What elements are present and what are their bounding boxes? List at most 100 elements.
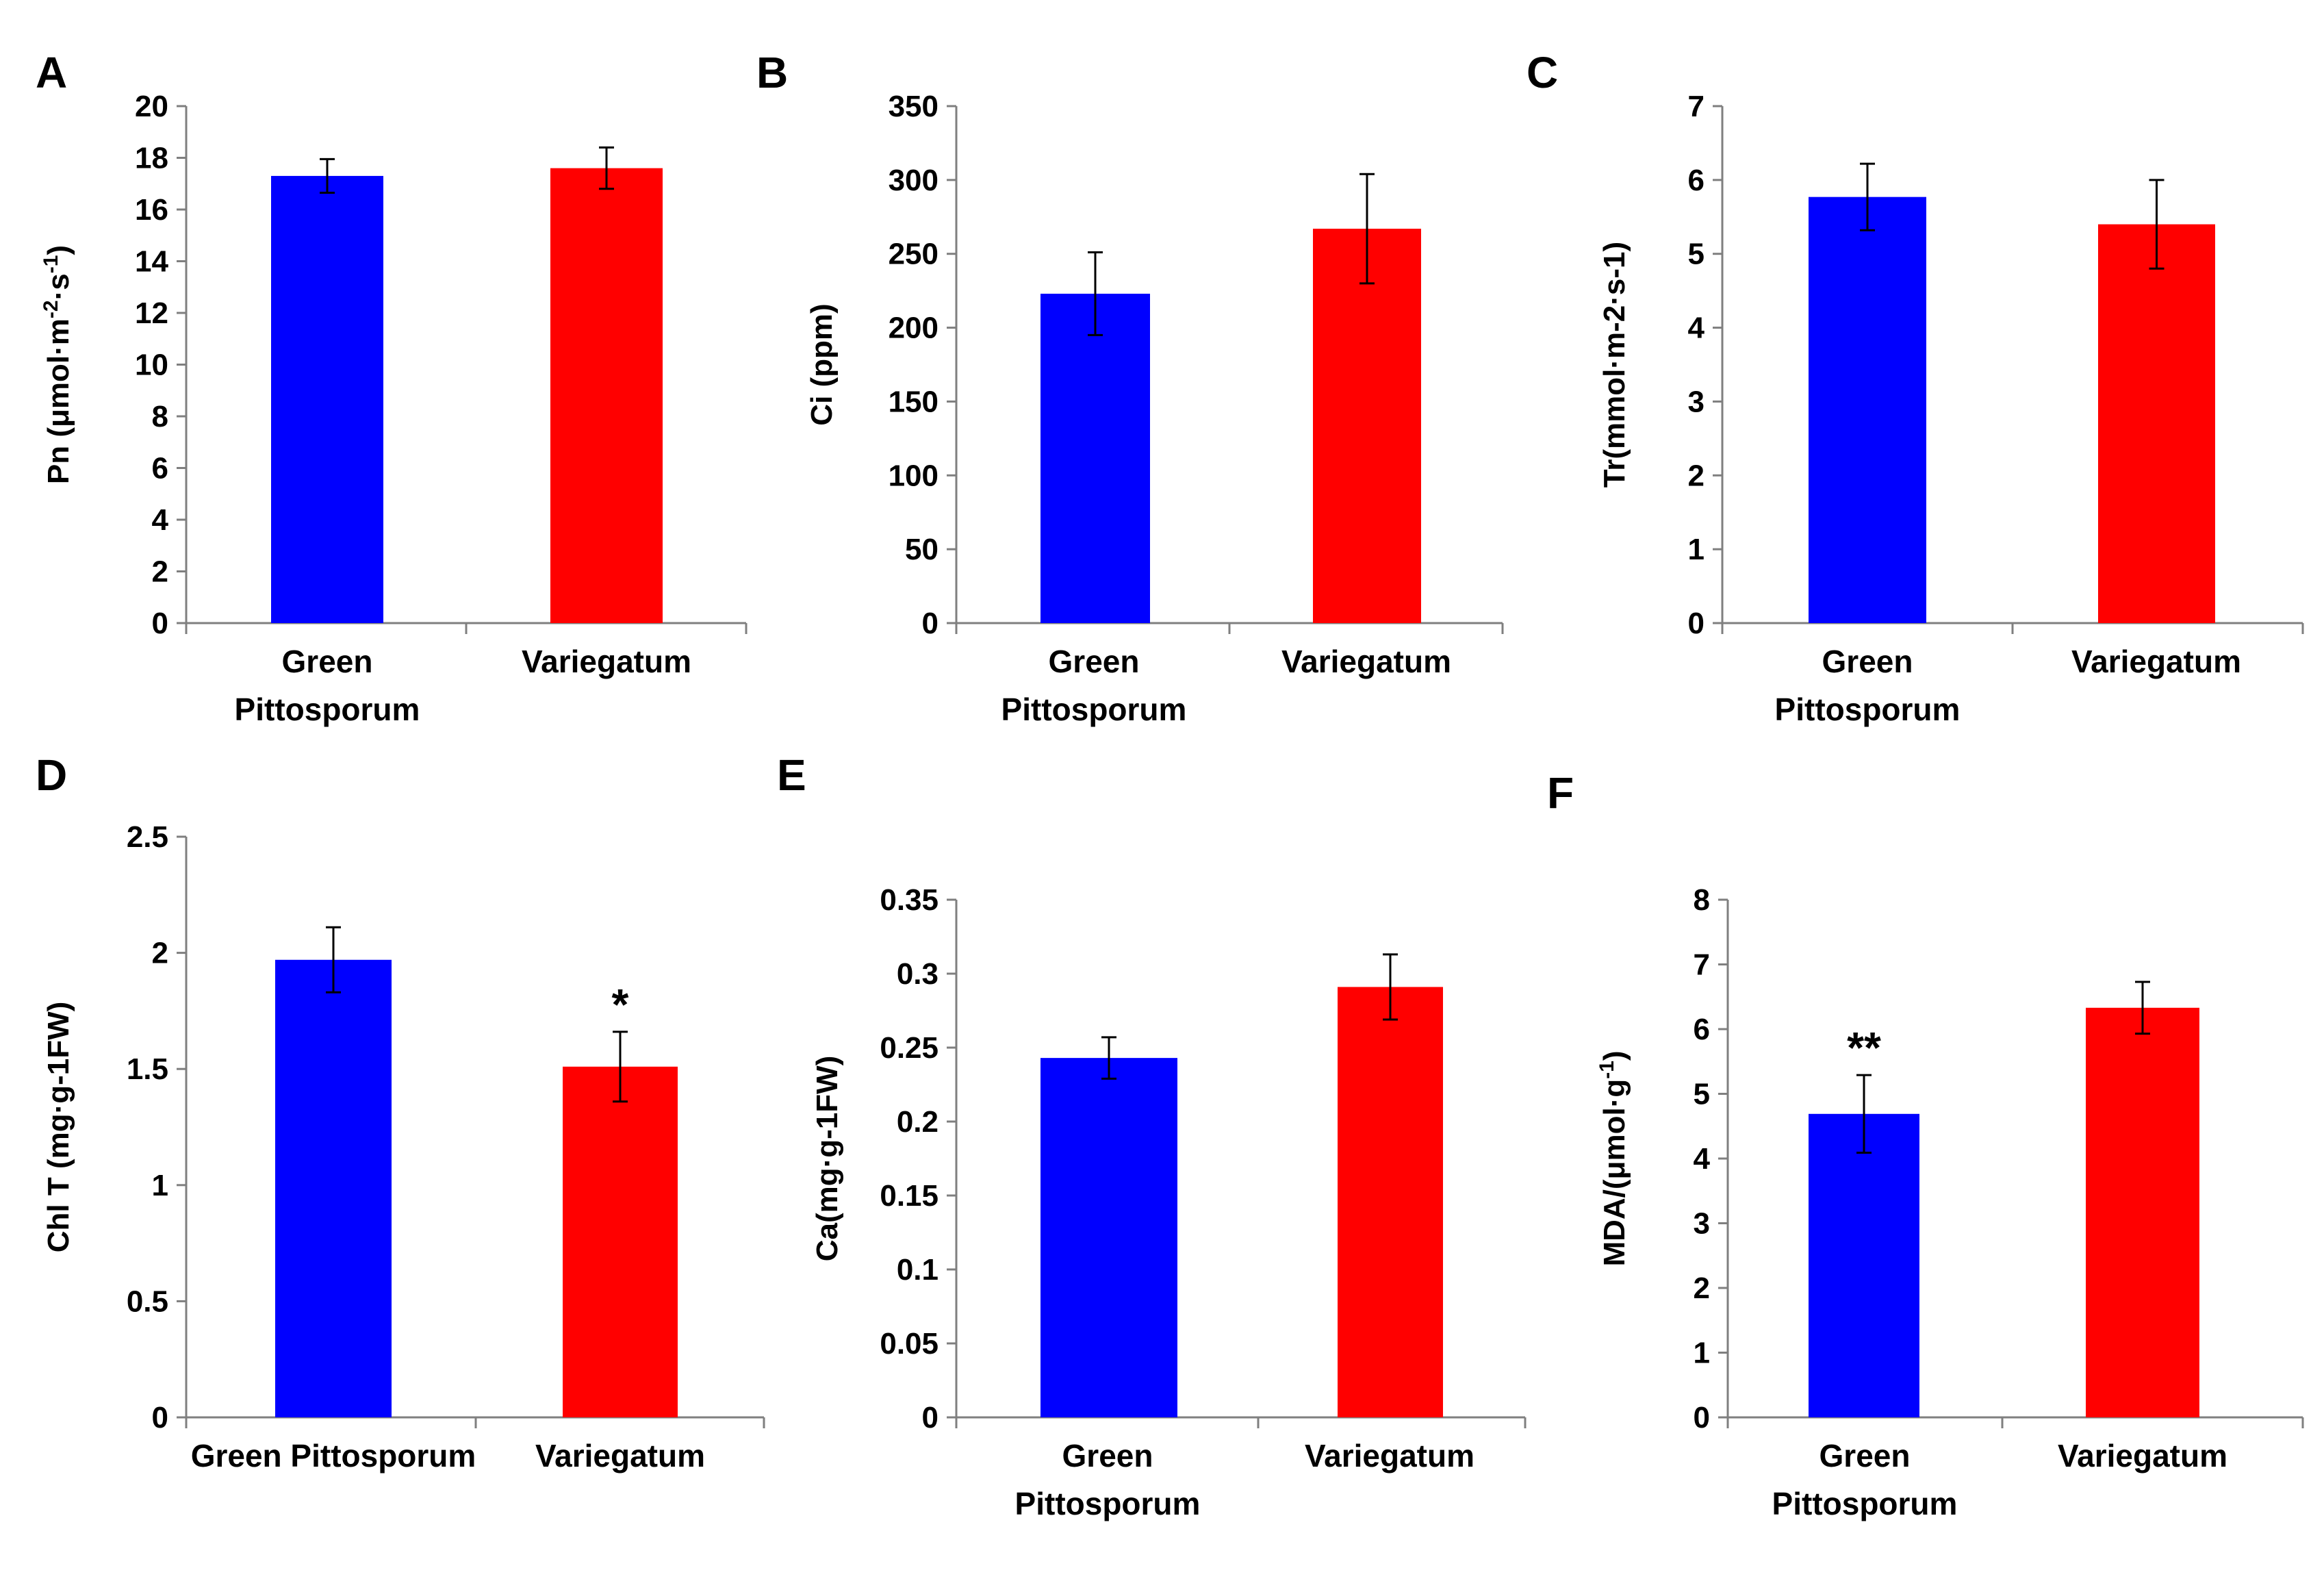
bar-variegatum [2098, 224, 2215, 624]
y-tick-label: 2 [1694, 1272, 1710, 1305]
y-axis-title: MDA/(μmol·g-1) [1596, 1050, 1632, 1266]
y-tick-label: 6 [152, 452, 168, 485]
y-axis-title-part: MDA/(μmol·g [1598, 1079, 1631, 1267]
panel-label: E [777, 750, 806, 800]
x-category-label: Green [1822, 644, 1913, 679]
bar-green-pittosporum [271, 175, 383, 623]
y-tick-label: 0.05 [880, 1327, 938, 1361]
significance-marker: * [612, 980, 629, 1029]
x-category-label: Pittosporum [1015, 1486, 1201, 1521]
y-axis-title-part: -2 [40, 300, 62, 318]
y-tick-label: 5 [1694, 1078, 1710, 1111]
x-category-label: Pittosporum [1772, 1486, 1958, 1521]
y-axis-title-part: Chl T (mg·g-1FW) [42, 1002, 75, 1253]
y-tick-label: 4 [1694, 1142, 1711, 1176]
y-tick-label: 250 [889, 238, 938, 271]
bar-green-pittosporum [1809, 197, 1926, 623]
bar-green-pittosporum [1809, 1113, 1919, 1417]
x-category-label: Green [282, 644, 373, 679]
y-tick-label: 2 [152, 937, 168, 970]
x-category-label: Green Pittosporum [191, 1438, 476, 1474]
y-tick-label: 8 [152, 400, 168, 433]
x-category-label: Variegatum [2071, 644, 2241, 679]
y-tick-label: 1 [1688, 533, 1704, 566]
bar-variegatum [1313, 229, 1421, 623]
y-tick-label: 0.35 [880, 883, 938, 917]
significance-marker: ** [1847, 1023, 1881, 1072]
y-tick-label: 0 [152, 1401, 168, 1434]
y-tick-label: 200 [889, 312, 938, 345]
x-category-label: Variegatum [1305, 1438, 1474, 1474]
y-axis-title: Ca(mg·g-1FW) [810, 1056, 844, 1262]
panel-f: F 0 1 2 3 4 5 6 7 8 MDA/(μmol·g-1) ** Green Pittospor… [1547, 768, 2304, 1521]
y-axis-title-part: Ci (ppm) [805, 303, 839, 425]
y-tick-label: 0 [152, 607, 168, 640]
x-category-label: Green [1819, 1438, 1911, 1474]
x-category-label: Green [1049, 644, 1140, 679]
y-tick-label: 0.1 [897, 1253, 938, 1287]
y-tick-label: 2.5 [127, 820, 168, 854]
y-tick-label: 300 [889, 164, 938, 197]
y-tick-label: 18 [135, 142, 168, 175]
y-tick-label: 0.5 [127, 1285, 168, 1318]
y-tick-label: 4 [1688, 312, 1705, 345]
x-category-label: Green [1062, 1438, 1153, 1474]
y-tick-label: 0 [922, 1401, 938, 1434]
y-axis-title-part: Tr(mmol·m-2·s-1) [1598, 242, 1631, 488]
y-tick-label: 6 [1688, 164, 1704, 197]
y-tick-label: 0.25 [880, 1031, 938, 1065]
y-tick-label: 1 [1694, 1337, 1710, 1370]
x-category-label: Variegatum [522, 644, 691, 679]
panel-label: A [36, 48, 67, 97]
y-axis-title-part: ) [1598, 1050, 1631, 1061]
bar-green-pittosporum [275, 959, 392, 1417]
panel-label: C [1527, 48, 1558, 97]
y-tick-label: 0.3 [897, 957, 938, 991]
panel-c: C 0 1 2 3 4 5 6 7 Tr(mmol·m-2·s-1) Green Pittosporu… [1527, 48, 2304, 727]
y-tick-label: 5 [1688, 238, 1704, 271]
y-tick-label: 0 [922, 607, 938, 640]
y-tick-label: 4 [152, 503, 169, 537]
y-tick-label: 0 [1688, 607, 1704, 640]
y-tick-label: 10 [135, 349, 168, 382]
x-category-label: Pittosporum [1775, 692, 1961, 727]
y-tick-label: 12 [135, 296, 168, 330]
y-axis-title-part: Pn (μmol·m [42, 318, 75, 484]
y-tick-label: 1 [152, 1169, 168, 1202]
bar-green-pittosporum [1040, 1058, 1177, 1417]
panel-d: D 0 0.5 1 1.5 2 2.5 Chl T (mg·g-1FW) Green Pitto… [36, 750, 765, 1474]
y-tick-label: 20 [135, 90, 168, 123]
y-tick-label: 2 [152, 555, 168, 589]
y-axis-title: Tr(mmol·m-2·s-1) [1598, 242, 1631, 488]
y-tick-label: 150 [889, 385, 938, 418]
y-tick-label: 7 [1694, 948, 1710, 982]
x-category-label: Pittosporum [1001, 692, 1187, 727]
x-category-label: Variegatum [535, 1438, 705, 1474]
y-axis-title-part: Ca(mg·g-1FW) [810, 1056, 844, 1262]
y-tick-label: 1.5 [127, 1052, 168, 1086]
y-tick-label: 0.15 [880, 1179, 938, 1213]
panel-label: F [1547, 768, 1574, 818]
panel-a: A 0 2 4 6 8 10 12 14 16 18 20 Pn (μmol·m-2·s-1) Green… [36, 48, 748, 727]
y-tick-label: 3 [1688, 385, 1704, 418]
y-axis-title: Chl T (mg·g-1FW) [42, 1002, 75, 1253]
x-category-label: Variegatum [1281, 644, 1451, 679]
y-tick-label: 16 [135, 193, 168, 227]
y-axis-title-part: -1 [40, 255, 62, 274]
y-tick-label: 0 [1694, 1401, 1710, 1434]
y-tick-label: 7 [1688, 90, 1704, 123]
panel-e: E 0 0.05 0.1 0.15 0.2 0.25 0.3 0.35 Ca(mg·g-1FW) G… [777, 750, 1527, 1521]
y-tick-label: 100 [889, 459, 938, 492]
y-axis-title-part: ) [42, 245, 75, 255]
x-category-label: Variegatum [2058, 1438, 2227, 1474]
y-tick-label: 8 [1694, 883, 1710, 917]
y-tick-label: 2 [1688, 459, 1704, 492]
bar-variegatum [2086, 1007, 2199, 1417]
y-axis-title: Ci (ppm) [805, 303, 839, 425]
y-tick-label: 0.2 [897, 1105, 938, 1139]
y-axis-title-part: -1 [1596, 1061, 1618, 1079]
x-category-label: Pittosporum [235, 692, 420, 727]
y-tick-label: 3 [1694, 1207, 1710, 1241]
bar-variegatum [550, 168, 663, 624]
bar-variegatum [563, 1066, 678, 1417]
